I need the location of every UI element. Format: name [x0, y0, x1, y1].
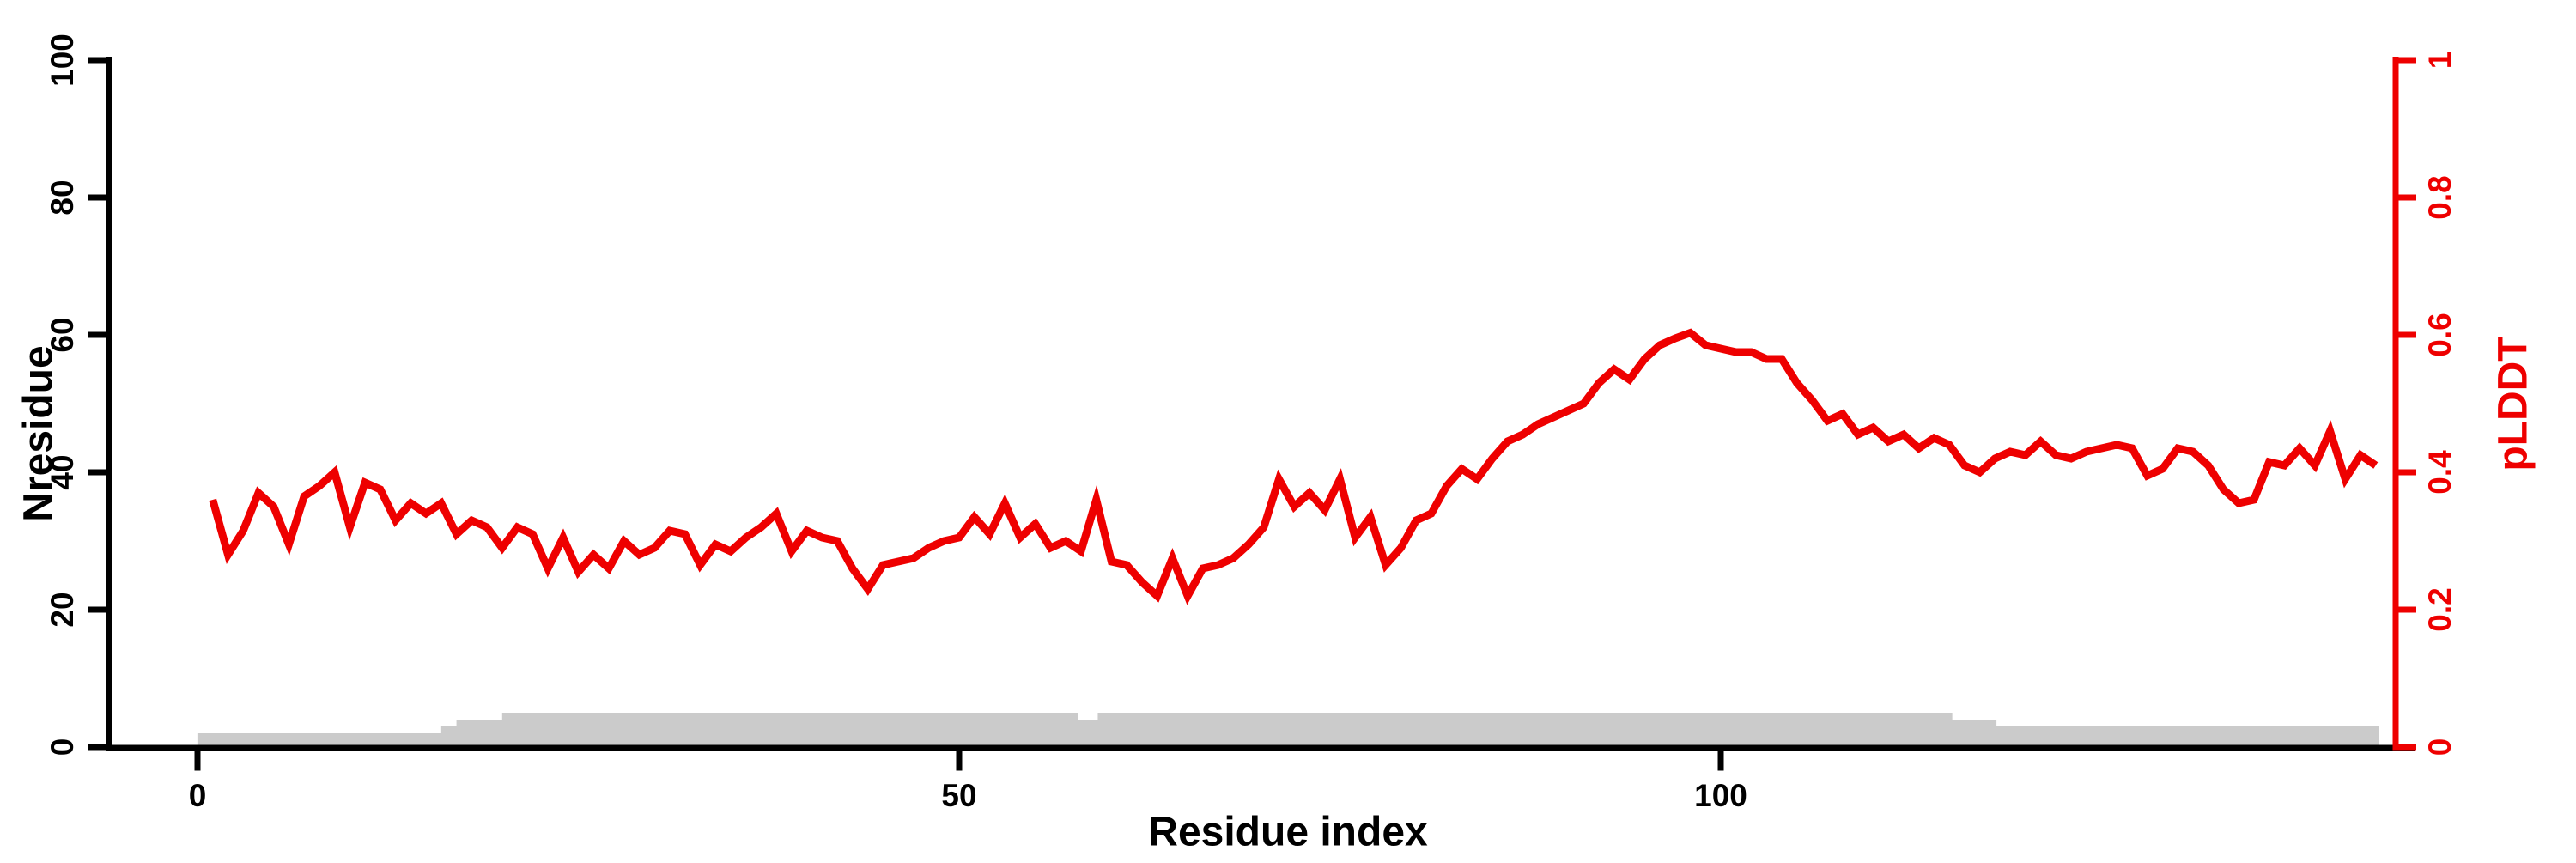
right-axis-title: pLDDT	[2491, 336, 2537, 471]
right-tick-label: 0	[2422, 738, 2458, 757]
right-tick-label: 1	[2422, 52, 2458, 70]
right-tick-label: 0.6	[2422, 313, 2458, 356]
right-tick-label: 0.2	[2422, 587, 2458, 631]
left-tick-label: 100	[45, 33, 80, 87]
x-axis-title: Residue index	[1148, 810, 1428, 855]
x-tick-label: 100	[1694, 778, 1747, 813]
left-tick-label: 20	[45, 592, 80, 627]
right-tick-label: 0.4	[2422, 450, 2458, 495]
plddt-line	[209, 328, 2379, 605]
x-tick-label: 50	[941, 778, 976, 813]
x-tick-label: 0	[189, 778, 207, 813]
left-tick-label: 60	[45, 317, 80, 352]
left-axis-title: Nresidue	[16, 345, 62, 521]
nresidue-area	[197, 713, 2379, 747]
left-tick-label: 0	[45, 738, 80, 757]
right-tick-label: 0.8	[2422, 175, 2458, 219]
left-tick-label: 80	[45, 179, 80, 215]
left-tick-label: 40	[45, 454, 80, 489]
